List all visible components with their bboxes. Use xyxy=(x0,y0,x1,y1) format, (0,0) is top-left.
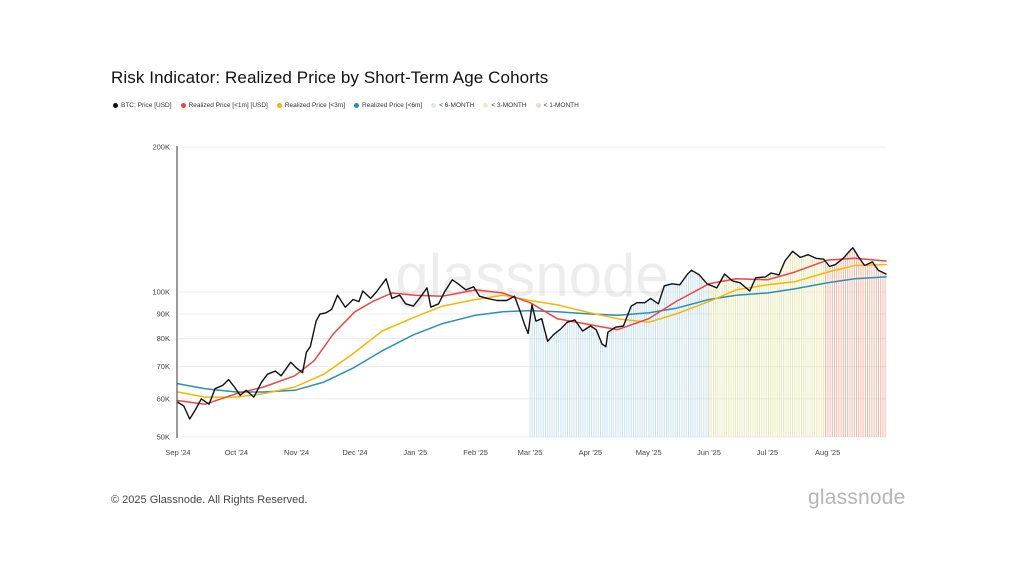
x-tick-label-7: Apr '25 xyxy=(579,448,603,457)
y-tick-label-1: 100K xyxy=(152,288,170,297)
legend-label-realized-1m: Realized Price [<1m] [USD] xyxy=(188,102,268,109)
legend-label-realized-3m: Realized Price [<3m] xyxy=(284,102,346,109)
legend-item-realized-3m[interactable]: Realized Price [<3m] xyxy=(276,102,346,109)
x-tick-label-0: Sep '24 xyxy=(165,448,190,457)
legend-item-3-month[interactable]: < 3-MONTH xyxy=(483,102,527,109)
y-tick-label-6: 50K xyxy=(157,433,170,442)
legend-swatch-realized-1m xyxy=(180,103,186,108)
risk-band-0 xyxy=(529,270,709,437)
legend-label-btc-price: BTC: Price [USD] xyxy=(121,102,172,109)
chart-title: Risk Indicator: Realized Price by Short-… xyxy=(111,68,549,87)
x-tick-label-3: Dec '24 xyxy=(342,448,367,457)
y-tick-label-2: 90K xyxy=(157,310,170,319)
risk-bands xyxy=(529,248,886,437)
x-tick-label-5: Feb '25 xyxy=(463,448,488,457)
series-line-2 xyxy=(177,263,887,398)
legend-item-6-month[interactable]: < 6-MONTH xyxy=(431,102,474,109)
legend-item-btc-price[interactable]: BTC: Price [USD] xyxy=(113,102,172,109)
legend-swatch-6-month xyxy=(431,103,437,108)
legend-label-6-month: < 6-MONTH xyxy=(439,102,475,109)
legend-swatch-realized-6m xyxy=(354,103,360,108)
y-tick-label-3: 80K xyxy=(157,334,170,343)
y-tick-label-5: 60K xyxy=(157,394,170,403)
x-tick-label-2: Nov '24 xyxy=(284,448,309,457)
legend-item-realized-1m[interactable]: Realized Price [<1m] [USD] xyxy=(180,102,268,109)
x-tick-label-4: Jan '25 xyxy=(403,448,427,457)
chart-legend: BTC: Price [USD] Realized Price [<1m] [U… xyxy=(113,102,579,109)
series-line-3 xyxy=(177,276,887,393)
legend-item-realized-6m[interactable]: Realized Price [<6m] xyxy=(354,102,422,109)
chart-watermark: glassnode xyxy=(395,242,669,309)
x-tick-label-1: Oct '24 xyxy=(225,448,249,457)
legend-item-1-month[interactable]: < 1-MONTH xyxy=(535,102,579,109)
y-tick-label-0: 200K xyxy=(152,143,170,152)
legend-swatch-btc-price xyxy=(113,103,118,108)
y-axis-ticks: 200K 100K 90K 80K 70K 60K 50K xyxy=(152,143,170,442)
legend-label-1-month: < 1-MONTH xyxy=(543,102,579,109)
x-tick-label-6: Mar '25 xyxy=(518,448,543,457)
x-tick-label-9: Jun '25 xyxy=(697,448,721,457)
x-axis-ticks: Sep '24 Oct '24 Nov '24 Dec '24 Jan '25 Feb '… xyxy=(165,448,840,457)
footer-logo: glassnode xyxy=(808,486,906,509)
series-lines xyxy=(177,247,887,420)
x-tick-label-10: Jul '25 xyxy=(757,448,778,457)
legend-swatch-realized-3m xyxy=(276,103,282,108)
risk-band-2 xyxy=(825,248,886,437)
x-tick-label-11: Aug '25 xyxy=(815,448,840,457)
series-line-0 xyxy=(177,247,887,420)
y-tick-label-4: 70K xyxy=(157,362,170,371)
legend-label-realized-6m: Realized Price [<6m] xyxy=(362,102,423,109)
x-tick-label-8: May '25 xyxy=(636,448,662,457)
legend-label-3-month: < 3-MONTH xyxy=(491,102,527,109)
legend-swatch-1-month xyxy=(535,103,541,108)
legend-swatch-3-month xyxy=(483,103,489,108)
series-line-1 xyxy=(177,257,887,405)
footer-copyright: © 2025 Glassnode. All Rights Reserved. xyxy=(111,494,308,506)
